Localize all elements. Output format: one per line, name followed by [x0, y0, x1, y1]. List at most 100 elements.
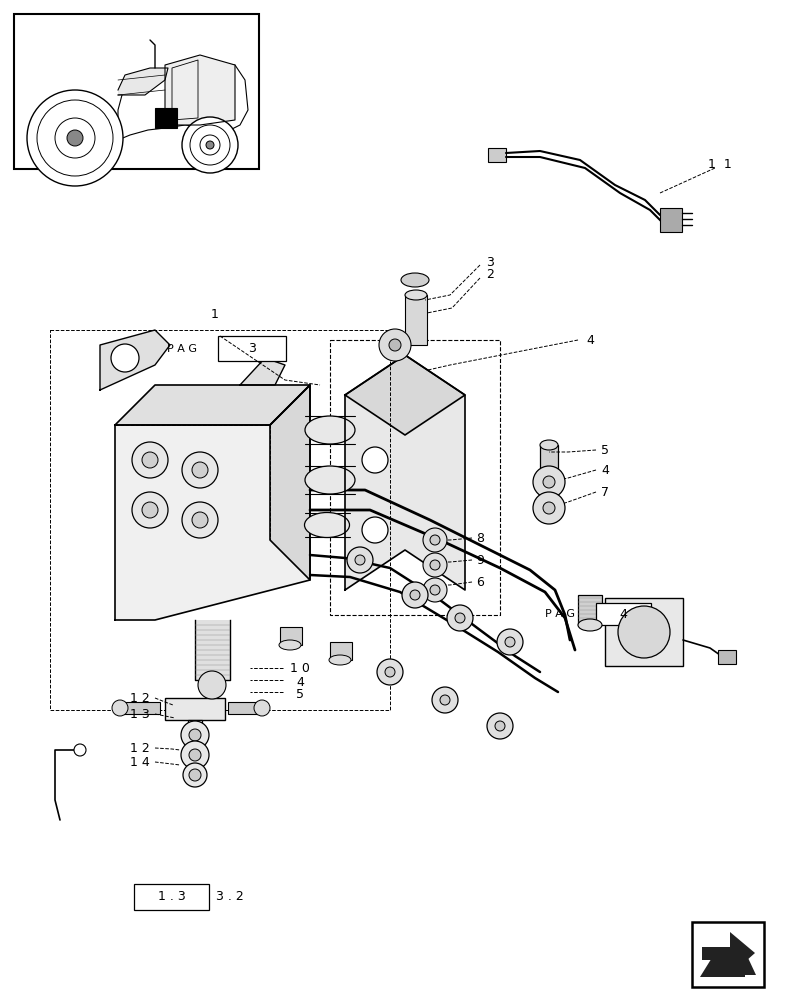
Circle shape [410, 590, 420, 600]
Polygon shape [700, 945, 756, 977]
Bar [605, 598, 683, 666]
Polygon shape [115, 385, 310, 425]
Circle shape [447, 605, 473, 631]
Text: 8: 8 [476, 532, 484, 544]
Circle shape [74, 744, 86, 756]
Ellipse shape [540, 440, 558, 450]
Circle shape [423, 578, 447, 602]
Circle shape [432, 687, 458, 713]
Circle shape [389, 339, 401, 351]
Circle shape [430, 585, 440, 595]
Circle shape [347, 547, 373, 573]
Circle shape [543, 502, 555, 514]
Bar [120, 702, 160, 714]
Ellipse shape [305, 512, 350, 538]
Circle shape [379, 329, 411, 361]
Circle shape [181, 721, 209, 749]
Polygon shape [165, 55, 235, 125]
Text: 1 2: 1 2 [130, 692, 149, 704]
Polygon shape [118, 65, 248, 140]
Text: 1 3: 1 3 [130, 708, 149, 720]
Polygon shape [345, 355, 465, 590]
Circle shape [182, 452, 218, 488]
Circle shape [192, 462, 208, 478]
Circle shape [355, 555, 365, 565]
Circle shape [198, 671, 226, 699]
Text: 7: 7 [601, 486, 609, 498]
Text: 1 0: 1 0 [290, 662, 310, 674]
Polygon shape [345, 355, 465, 435]
Circle shape [67, 130, 83, 146]
Bar [578, 595, 602, 625]
Circle shape [385, 667, 395, 677]
Text: P A G: P A G [167, 344, 197, 354]
Text: 1 4: 1 4 [130, 756, 149, 768]
Bar [405, 295, 427, 345]
Text: 9: 9 [476, 554, 484, 566]
Circle shape [112, 700, 128, 716]
Circle shape [362, 517, 388, 543]
Circle shape [132, 492, 168, 528]
Bar [14, 14, 259, 169]
Circle shape [543, 476, 555, 488]
Bar [596, 603, 651, 625]
Text: 3 . 2: 3 . 2 [216, 890, 244, 904]
Circle shape [189, 729, 201, 741]
Circle shape [362, 447, 388, 473]
Circle shape [402, 582, 428, 608]
Text: 4: 4 [601, 464, 609, 477]
Circle shape [533, 492, 565, 524]
Circle shape [455, 613, 465, 623]
Ellipse shape [305, 466, 355, 494]
Text: 1 . 3: 1 . 3 [158, 890, 186, 904]
Circle shape [55, 118, 95, 158]
Polygon shape [702, 932, 755, 975]
Circle shape [190, 125, 230, 165]
Circle shape [27, 90, 123, 186]
Circle shape [182, 117, 238, 173]
Ellipse shape [405, 290, 427, 300]
Ellipse shape [401, 273, 429, 287]
Bar [330, 642, 352, 660]
Circle shape [142, 502, 158, 518]
Text: 6: 6 [476, 576, 484, 588]
Bar [488, 148, 506, 162]
Bar [134, 884, 209, 910]
Bar [218, 336, 286, 361]
Bar [155, 108, 177, 128]
Text: 1: 1 [211, 308, 219, 322]
Bar [228, 702, 263, 714]
Circle shape [192, 512, 208, 528]
Circle shape [487, 713, 513, 739]
Circle shape [200, 135, 220, 155]
Ellipse shape [305, 416, 355, 444]
Circle shape [254, 700, 270, 716]
Polygon shape [100, 330, 170, 390]
Circle shape [183, 763, 207, 787]
Text: 4: 4 [296, 676, 304, 688]
Text: 5: 5 [296, 688, 304, 702]
Polygon shape [115, 385, 310, 620]
Polygon shape [195, 620, 230, 680]
Circle shape [430, 560, 440, 570]
Circle shape [440, 695, 450, 705]
Circle shape [423, 528, 447, 552]
Text: 4: 4 [619, 607, 627, 620]
Bar [692, 922, 764, 987]
Circle shape [182, 502, 218, 538]
Text: 2: 2 [486, 268, 494, 282]
Bar [188, 720, 202, 735]
Text: 1  1: 1 1 [708, 158, 732, 172]
Circle shape [377, 659, 403, 685]
Text: 1 2: 1 2 [130, 742, 149, 754]
Bar [50, 330, 390, 710]
Circle shape [505, 637, 515, 647]
Text: 3: 3 [486, 255, 494, 268]
Circle shape [189, 769, 201, 781]
Bar [280, 627, 302, 645]
Circle shape [430, 535, 440, 545]
Text: 4: 4 [586, 334, 594, 347]
Bar [718, 650, 736, 664]
Polygon shape [240, 358, 285, 385]
Circle shape [111, 344, 139, 372]
